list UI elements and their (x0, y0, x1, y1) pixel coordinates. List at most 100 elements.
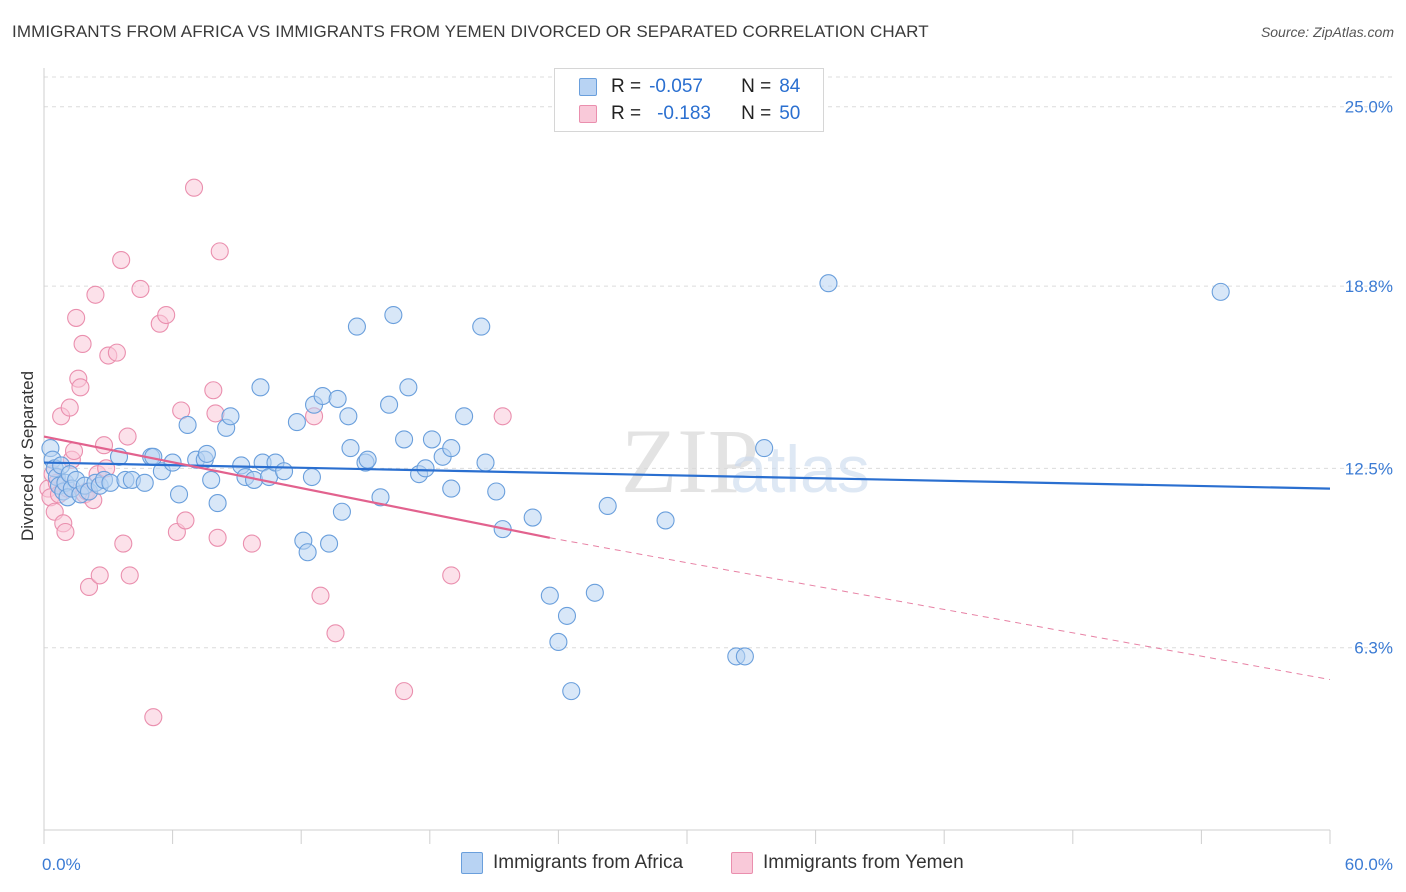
y-tick-label: 12.5% (1345, 459, 1393, 478)
source-note: Source: ZipAtlas.com (1260, 24, 1394, 40)
x-tick-label: 60.0% (1345, 855, 1393, 874)
yemen-point (184, 178, 204, 197)
legend-n-value: 84 (779, 76, 801, 97)
africa-point (755, 439, 774, 458)
africa-point (347, 317, 366, 336)
yemen-point (64, 441, 84, 461)
africa-point (101, 473, 120, 492)
africa-point (197, 444, 216, 463)
africa-point (178, 415, 197, 435)
yemen-swatch (579, 105, 597, 123)
africa-point (442, 439, 461, 458)
africa-point (371, 488, 390, 507)
africa-trend-line (43, 461, 1331, 490)
africa-point (328, 389, 347, 408)
africa-point (476, 453, 495, 472)
africa-swatch (579, 78, 597, 96)
africa-point (202, 470, 221, 489)
africa-point (735, 647, 754, 666)
yemen-point (120, 566, 139, 585)
africa-point (585, 583, 604, 602)
yemen-point (210, 242, 229, 261)
yemen-legend-label: Immigrants from Yemen (763, 852, 964, 873)
africa-point (472, 317, 491, 336)
y-tick-label: 25.0% (1345, 98, 1393, 117)
africa-point (422, 430, 441, 449)
yemen-point (326, 624, 345, 643)
yemen-point (90, 566, 109, 585)
yemen-point (67, 308, 86, 327)
legend-item-yemen[interactable]: Immigrants from Yemen (731, 852, 964, 874)
africa-point (339, 407, 358, 426)
trend-lines (43, 435, 1331, 681)
legend-r-label: R = (611, 76, 642, 97)
legend-n-label: N = (741, 103, 772, 124)
africa-legend-swatch (461, 852, 483, 874)
africa-point (298, 543, 317, 562)
yemen-point (157, 305, 176, 325)
watermark-atlas: atlas (730, 432, 869, 506)
legend-row-africa: R = -0.057 N = 84 (579, 75, 800, 99)
africa-point (598, 496, 617, 516)
yemen-point (86, 285, 105, 304)
africa-point (313, 386, 332, 406)
x-tick-label: 0.0% (42, 855, 81, 874)
y-tick-label: 6.3% (1354, 639, 1393, 658)
yemen-point (395, 682, 414, 701)
yemen-point (204, 381, 223, 400)
africa-point (287, 413, 306, 432)
africa-point (442, 479, 461, 498)
yemen-point (208, 528, 227, 547)
correlation-legend: R = -0.057 N = 84 R = -0.183 N = 50 (554, 68, 824, 132)
yemen-point (144, 708, 163, 727)
africa-point (656, 511, 675, 530)
africa-point (275, 462, 294, 481)
africa-point (380, 395, 399, 414)
africa-point (399, 378, 418, 397)
africa-point (416, 459, 435, 478)
africa-legend-label: Immigrants from Africa (493, 852, 684, 873)
africa-point (455, 407, 474, 426)
africa-point (302, 467, 321, 487)
yemen-point (114, 534, 133, 553)
yemen-legend-swatch (731, 852, 753, 874)
yemen-point (79, 577, 99, 597)
yemen-point (71, 378, 90, 397)
africa-point (332, 502, 351, 521)
africa-point (358, 450, 377, 469)
legend-row-yemen: R = -0.183 N = 50 (579, 102, 800, 126)
yemen-point (176, 511, 195, 530)
africa-point (384, 305, 403, 325)
legend-item-africa[interactable]: Immigrants from Africa (461, 852, 683, 874)
africa-point (221, 407, 240, 426)
grid-lines (44, 76, 1395, 649)
africa-point (557, 606, 577, 625)
africa-point (487, 482, 506, 501)
africa-point (341, 439, 360, 458)
series-legend: Immigrants from Africa Immigrants from Y… (0, 852, 1406, 876)
legend-n-value: 50 (779, 103, 801, 124)
y-tick-label: 18.8% (1345, 277, 1393, 296)
africa-point (562, 682, 581, 701)
africa-point (135, 473, 154, 492)
yemen-point (442, 566, 461, 585)
africa-point (169, 485, 189, 504)
tick-labels: 6.3% 12.5% 18.8% 25.0% 0.0% 60.0% (42, 98, 1393, 874)
africa-point (540, 586, 559, 605)
legend-n-label: N = (741, 76, 772, 97)
africa-point (251, 378, 270, 397)
yemen-point (56, 522, 75, 542)
africa-point (208, 494, 227, 513)
yemen-point (242, 534, 261, 553)
yemen-trend-line (43, 435, 551, 539)
watermark-zip: ZIP (621, 410, 759, 512)
yemen-point (60, 398, 79, 417)
yemen-point (206, 404, 225, 423)
yemen-point (311, 586, 330, 605)
y-axis-label: Divorced or Separated (18, 371, 37, 541)
legend-r-value: -0.057 (649, 76, 703, 97)
africa-point (549, 632, 568, 651)
yemen-point (107, 343, 126, 362)
chart-title: IMMIGRANTS FROM AFRICA VS IMMIGRANTS FRO… (12, 22, 929, 41)
